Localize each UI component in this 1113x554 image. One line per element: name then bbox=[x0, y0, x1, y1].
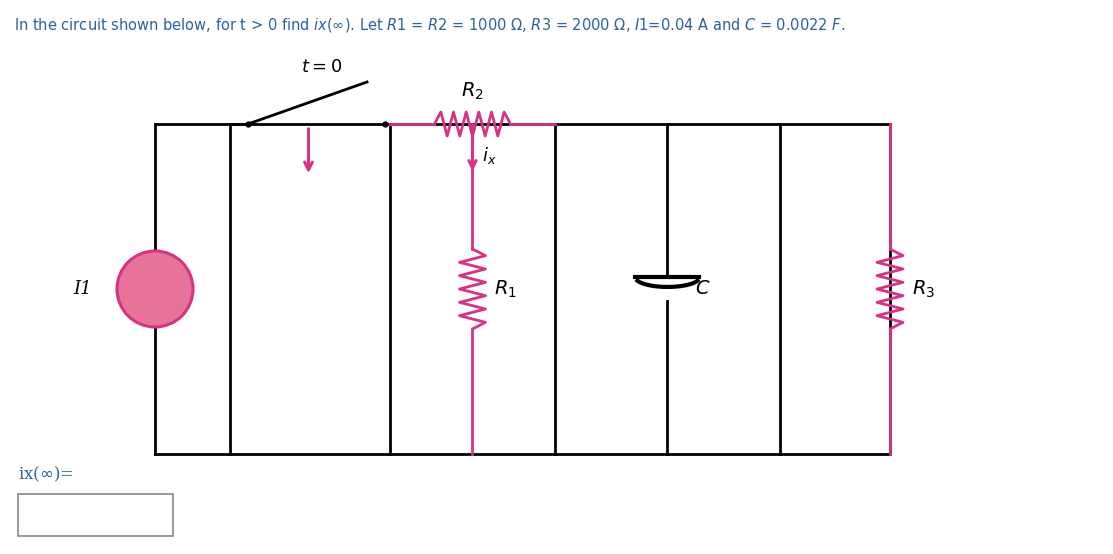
FancyBboxPatch shape bbox=[18, 494, 173, 536]
Text: ix($\infty$)=: ix($\infty$)= bbox=[18, 465, 73, 484]
Text: $i_x$: $i_x$ bbox=[483, 146, 498, 167]
Text: $t=0$: $t=0$ bbox=[301, 58, 342, 76]
Text: $R_1$: $R_1$ bbox=[494, 278, 518, 300]
Text: I1: I1 bbox=[73, 280, 92, 298]
Text: $R_2$: $R_2$ bbox=[461, 81, 484, 102]
Text: $C$: $C$ bbox=[696, 280, 711, 298]
Text: $R_3$: $R_3$ bbox=[912, 278, 935, 300]
Text: In the circuit shown below, for t > 0 find $ix$($\infty$). Let $R1$ = $R2$ = 100: In the circuit shown below, for t > 0 fi… bbox=[14, 16, 846, 33]
Circle shape bbox=[117, 251, 193, 327]
